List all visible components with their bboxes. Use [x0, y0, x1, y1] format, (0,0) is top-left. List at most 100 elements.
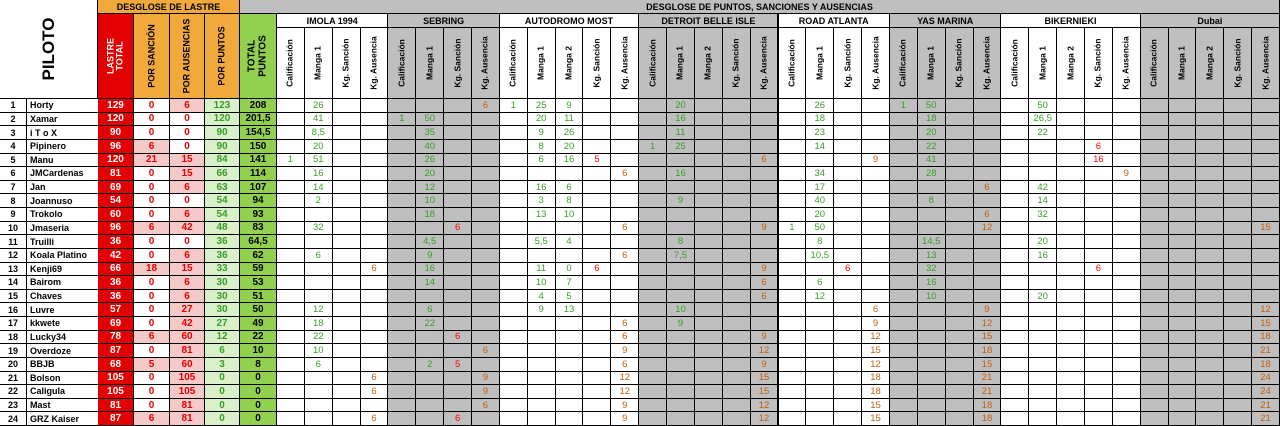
result-value: [332, 99, 360, 112]
result-value: [1084, 126, 1112, 139]
lastre-value: 0: [134, 317, 169, 330]
result-value: [862, 208, 889, 221]
result-value: [1029, 412, 1057, 425]
result-value: [889, 180, 917, 194]
result-value: 12: [862, 357, 889, 371]
position: 18: [0, 330, 26, 344]
total-points: 62: [240, 248, 276, 262]
result-value: [583, 208, 611, 221]
result-value: [834, 194, 862, 207]
result-value: [444, 276, 472, 289]
position: 7: [0, 180, 26, 194]
result-value: [889, 139, 917, 153]
result-value: [472, 126, 499, 139]
result-value: [1084, 330, 1112, 344]
result-value: 16: [304, 167, 332, 180]
result-value: [639, 221, 667, 235]
position: 10: [0, 221, 26, 235]
result-value: [834, 317, 862, 330]
result-value: [1029, 317, 1057, 330]
result-value: [639, 357, 667, 371]
result-value: 6: [472, 398, 499, 412]
result-value: 6: [1084, 139, 1112, 153]
result-value: [1140, 289, 1168, 303]
result-value: 20: [555, 139, 583, 153]
result-value: [806, 357, 834, 371]
column-header: Kg. Sanción: [444, 28, 472, 98]
result-value: [1196, 357, 1224, 371]
driver-name: Bolson: [27, 371, 100, 385]
lastre-value: 18: [134, 262, 169, 276]
result-value: [889, 208, 917, 221]
result-value: [1057, 317, 1084, 330]
result-value: [862, 235, 889, 248]
result-value: 18: [416, 208, 444, 221]
result-value: [1168, 317, 1196, 330]
result-value: [806, 330, 834, 344]
lastre-value: 54: [205, 194, 239, 207]
result-value: 2: [304, 194, 332, 207]
lastre-value: 12: [205, 330, 239, 344]
circuit-header: Dubai: [1140, 14, 1279, 27]
result-value: [1112, 276, 1140, 289]
result-value: [1252, 276, 1279, 289]
result-value: [1029, 276, 1057, 289]
result-value: [583, 194, 611, 207]
column-header-text: Calificación: [647, 39, 658, 87]
result-value: [583, 371, 611, 385]
lastre-value: 0: [134, 194, 169, 207]
result-value: 13: [555, 303, 583, 316]
driver-name: Overdoze: [27, 344, 100, 357]
result-value: [1084, 235, 1112, 248]
driver-name: BBJB: [27, 357, 100, 371]
result-value: [611, 99, 639, 112]
result-value: [360, 317, 388, 330]
result-value: 12: [973, 221, 1001, 235]
result-value: [889, 167, 917, 180]
result-value: [778, 153, 806, 167]
result-value: 10: [527, 276, 555, 289]
result-value: 10: [304, 344, 332, 357]
result-value: [360, 330, 388, 344]
column-header-text: Kg. Ausencia: [619, 36, 630, 90]
result-value: [1084, 221, 1112, 235]
result-value: 15: [1252, 317, 1279, 330]
result-value: [583, 289, 611, 303]
result-value: [1168, 303, 1196, 316]
result-value: [889, 357, 917, 371]
result-value: [360, 208, 388, 221]
lastre-value: 69: [98, 317, 133, 330]
result-value: 6: [611, 167, 639, 180]
result-value: 26: [555, 126, 583, 139]
result-value: 21: [1252, 344, 1279, 357]
lastre-value: 36: [98, 276, 133, 289]
total-points: 64,5: [240, 235, 276, 248]
result-value: [667, 221, 694, 235]
column-header-text: Manga 1: [675, 46, 686, 81]
result-value: [499, 194, 527, 207]
result-value: [834, 248, 862, 262]
result-value: 1: [778, 221, 806, 235]
result-value: [472, 221, 499, 235]
result-value: 13: [917, 248, 945, 262]
result-value: [1112, 412, 1140, 425]
result-value: [1196, 289, 1224, 303]
result-value: [945, 221, 973, 235]
result-value: [1196, 371, 1224, 385]
lastre-value: 6: [170, 180, 204, 194]
result-value: [722, 126, 750, 139]
result-value: 9: [973, 303, 1001, 316]
result-value: [694, 289, 722, 303]
result-value: [444, 126, 472, 139]
column-header-text: Calificación: [1148, 39, 1159, 87]
result-value: [1140, 412, 1168, 425]
result-value: [722, 221, 750, 235]
result-value: [1112, 153, 1140, 167]
result-value: [1029, 330, 1057, 344]
result-value: [1168, 248, 1196, 262]
result-value: [1196, 167, 1224, 180]
result-value: [1140, 221, 1168, 235]
result-value: [1112, 99, 1140, 112]
result-value: [722, 303, 750, 316]
lastre-value: 81: [98, 398, 133, 412]
